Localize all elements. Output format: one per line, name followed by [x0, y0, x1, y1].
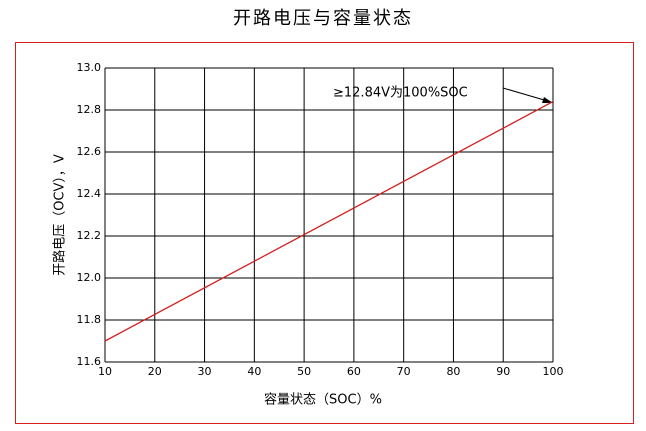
x-tick-label: 20 — [148, 365, 162, 378]
annotation: ≥12.84V为100%SOC — [333, 86, 468, 101]
x-tick-label: 70 — [397, 365, 411, 378]
x-tick-label: 80 — [446, 365, 460, 378]
x-tick-label: 30 — [198, 365, 212, 378]
x-tick-label: 50 — [297, 365, 311, 378]
y-tick-label: 12.4 — [77, 187, 102, 200]
y-tick-label: 12.6 — [77, 145, 102, 158]
x-tick-label: 10 — [98, 365, 112, 378]
y-tick-label: 11.8 — [77, 313, 102, 326]
x-tick-label: 100 — [543, 365, 564, 378]
x-axis-label: 容量状态（SOC）% — [264, 392, 382, 408]
y-tick-label: 11.6 — [77, 355, 102, 368]
arrow-head — [542, 97, 553, 103]
data-line — [104, 101, 554, 342]
annotation-arrow — [502, 87, 552, 103]
y-tick-label: 12.2 — [77, 229, 102, 242]
y-tick-label: 12.8 — [77, 103, 102, 116]
chart-title: 开路电压与容量状态 — [233, 8, 413, 29]
x-tick-label: 40 — [247, 365, 261, 378]
x-tick-label: 60 — [347, 365, 361, 378]
y-tick-label: 13.0 — [77, 61, 102, 74]
x-tick-label: 90 — [496, 365, 510, 378]
frame — [15, 42, 634, 424]
y-tick-label: 12.0 — [77, 271, 102, 284]
y-axis-label: 开路电压（OCV），V — [52, 154, 68, 276]
